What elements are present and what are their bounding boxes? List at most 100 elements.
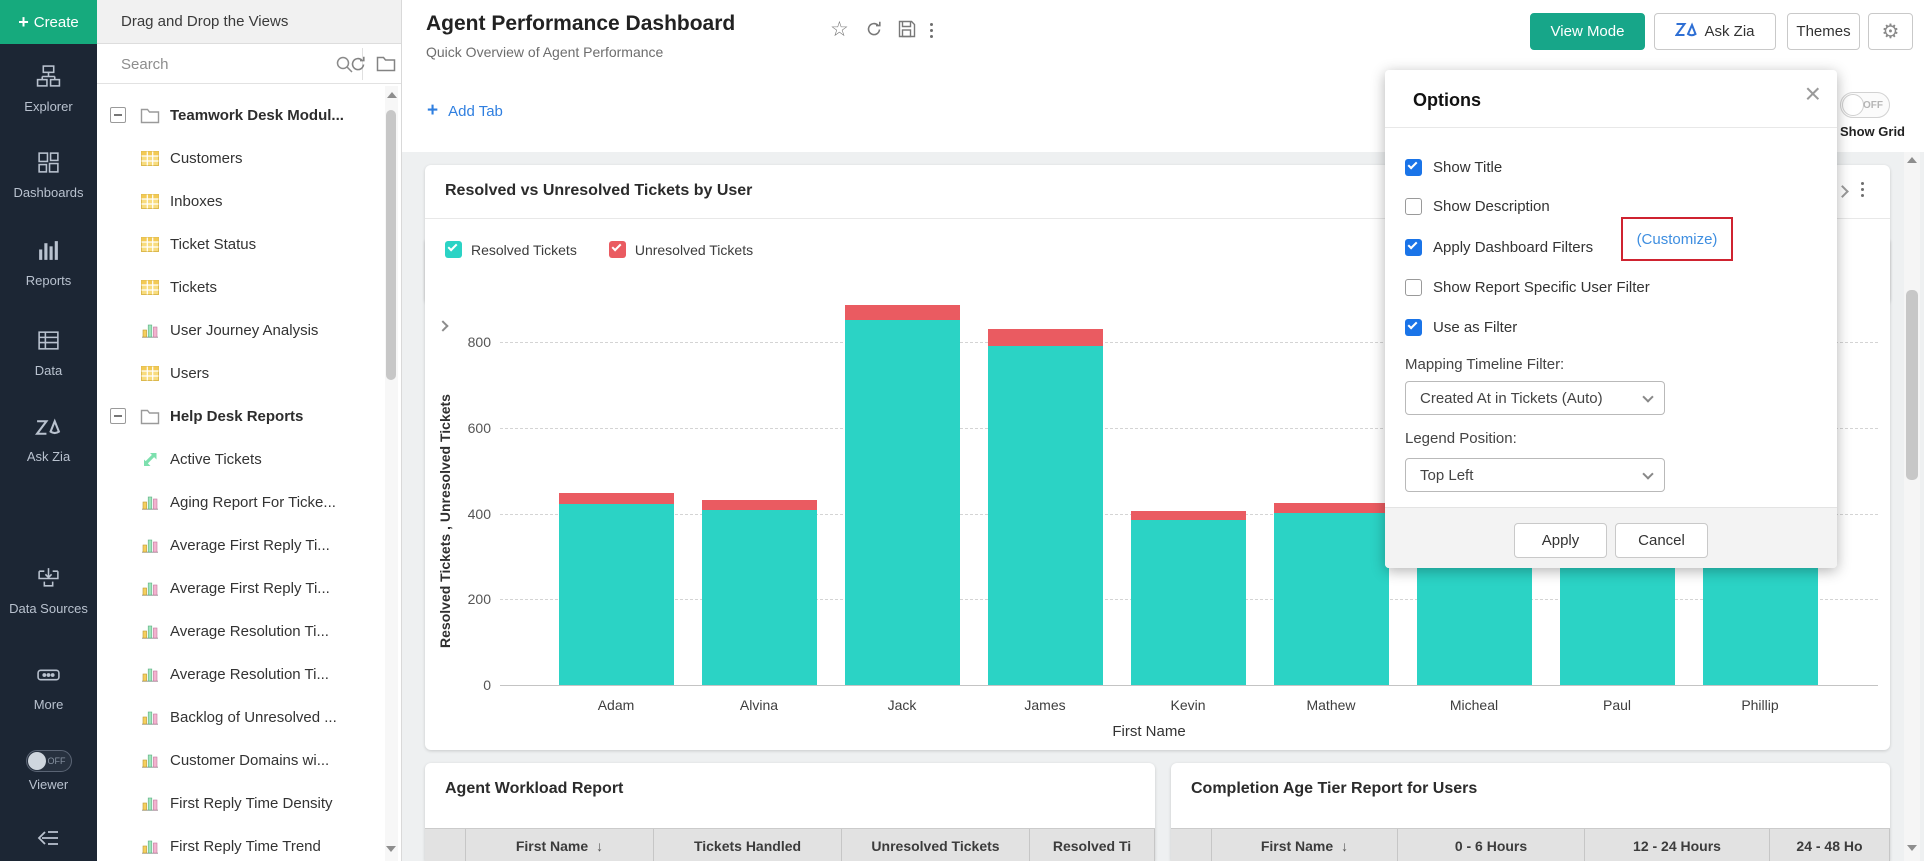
bar-james-resolved[interactable] xyxy=(987,346,1103,685)
themes-button[interactable]: Themes xyxy=(1787,13,1860,50)
bar-kevin-unresolved[interactable] xyxy=(1130,511,1246,520)
legend-item-resolved-tickets[interactable]: Resolved Tickets xyxy=(445,241,577,258)
viewer-toggle-state: OFF xyxy=(47,756,66,766)
column-header-12-24-hours[interactable]: 12 - 24 Hours xyxy=(1585,829,1770,861)
sidebar-item-dashboards[interactable]: Dashboards xyxy=(0,150,97,200)
tree-item-label: Average Resolution Ti... xyxy=(170,665,329,683)
legend-item-unresolved-tickets[interactable]: Unresolved Tickets xyxy=(608,241,753,258)
settings-button[interactable]: ⚙ xyxy=(1868,13,1913,50)
tree-item-ticket-status[interactable]: Ticket Status xyxy=(97,224,401,264)
card-menu-icon[interactable] xyxy=(1861,179,1864,200)
close-icon[interactable]: × xyxy=(1804,78,1821,109)
bar-adam-unresolved[interactable] xyxy=(558,493,674,504)
option-row-apply-dashboard-filters[interactable]: Apply Dashboard Filters xyxy=(1405,237,1593,257)
mapping-timeline-filter-select[interactable]: Created At in Tickets (Auto) xyxy=(1405,381,1665,415)
tree-item-customer-domains-wi[interactable]: Customer Domains wi... xyxy=(97,740,401,780)
option-row-show-description[interactable]: Show Description xyxy=(1405,196,1550,216)
option-row-use-as-filter[interactable]: Use as Filter xyxy=(1405,317,1517,337)
column-header-24-48-ho[interactable]: 24 - 48 Ho xyxy=(1770,829,1890,861)
sidebar-item-reports[interactable]: Reports xyxy=(0,238,97,288)
chart-legend: Resolved Tickets Unresolved Tickets xyxy=(445,241,753,258)
show-grid-toggle[interactable]: OFF xyxy=(1840,92,1890,118)
tree-item-teamwork-desk-modul[interactable]: Teamwork Desk Modul... xyxy=(97,95,401,135)
page-title: Agent Performance Dashboard xyxy=(426,12,736,35)
tree-item-aging-report-for-ticke[interactable]: Aging Report For Ticke... xyxy=(97,482,401,522)
checked-checkbox[interactable] xyxy=(1405,158,1422,176)
bar-jack-resolved[interactable] xyxy=(844,320,960,685)
save-icon[interactable] xyxy=(898,20,916,44)
favorite-star-icon[interactable]: ☆ xyxy=(830,18,849,41)
more-options-icon[interactable] xyxy=(930,20,933,41)
tree-item-average-resolution-ti[interactable]: Average Resolution Ti... xyxy=(97,611,401,651)
bar-adam-resolved[interactable] xyxy=(558,504,674,685)
column-header-0-6-hours[interactable]: 0 - 6 Hours xyxy=(1398,829,1585,861)
tree-item-average-first-reply-ti[interactable]: Average First Reply Ti... xyxy=(97,568,401,608)
sidebar-item-ask-zia[interactable]: Ask Zia xyxy=(0,416,97,464)
add-tab-button[interactable]: + Add Tab xyxy=(427,100,503,122)
tree-item-first-reply-time-trend[interactable]: First Reply Time Trend xyxy=(97,826,401,861)
bar-alvina-unresolved[interactable] xyxy=(701,500,817,510)
search-input[interactable] xyxy=(109,48,329,80)
app-sidebar: + Create Explorer Dashboards Reports Data As… xyxy=(0,0,97,861)
ask-zia-button[interactable]: Ask Zia xyxy=(1654,13,1776,50)
tree-item-user-journey-analysis[interactable]: User Journey Analysis xyxy=(97,310,401,350)
bar-kevin-resolved[interactable] xyxy=(1130,520,1246,685)
apply-button[interactable]: Apply xyxy=(1514,523,1607,558)
axis-expand-chevron-icon[interactable] xyxy=(437,317,449,335)
collapse-expander-icon[interactable] xyxy=(110,408,126,424)
tree-scrollbar[interactable] xyxy=(385,86,398,861)
tree-item-active-tickets[interactable]: Active Tickets xyxy=(97,439,401,479)
scroll-down-icon[interactable] xyxy=(1907,845,1917,851)
option-row-show-report-specific-user-filter[interactable]: Show Report Specific User Filter xyxy=(1405,277,1650,297)
canvas-scrollbar-thumb[interactable] xyxy=(1906,290,1918,480)
sidebar-item-data[interactable]: Data xyxy=(0,328,97,378)
tree-item-average-resolution-ti[interactable]: Average Resolution Ti... xyxy=(97,654,401,694)
refresh-dashboard-icon[interactable] xyxy=(865,20,883,44)
tree-item-backlog-of-unresolved[interactable]: Backlog of Unresolved ... xyxy=(97,697,401,737)
bar-jack-unresolved[interactable] xyxy=(844,305,960,320)
sidebar-item-explorer[interactable]: Explorer xyxy=(0,64,97,114)
option-row-show-title[interactable]: Show Title xyxy=(1405,157,1502,177)
bar-mathew-unresolved[interactable] xyxy=(1273,503,1389,513)
checked-checkbox[interactable] xyxy=(1405,318,1422,336)
unchecked-checkbox[interactable] xyxy=(1405,278,1422,296)
cancel-button[interactable]: Cancel xyxy=(1615,523,1708,558)
sidebar-item-data-sources[interactable]: Data Sources xyxy=(0,566,97,616)
tree-item-help-desk-reports[interactable]: Help Desk Reports xyxy=(97,396,401,436)
column-header-first-name[interactable]: First Name ↓ xyxy=(466,829,654,861)
tree-item-customers[interactable]: Customers xyxy=(97,138,401,178)
tree-item-first-reply-time-density[interactable]: First Reply Time Density xyxy=(97,783,401,823)
viewer-toggle-pill[interactable]: OFF xyxy=(25,750,72,772)
bar-mathew-resolved[interactable] xyxy=(1273,513,1389,685)
tree-item-average-first-reply-ti[interactable]: Average First Reply Ti... xyxy=(97,525,401,565)
x-axis-line xyxy=(500,685,1878,686)
tree-item-tickets[interactable]: Tickets xyxy=(97,267,401,307)
tree-item-users[interactable]: Users xyxy=(97,353,401,393)
column-header-unresolved-tickets[interactable]: Unresolved Tickets xyxy=(842,829,1030,861)
collapse-sidebar-button[interactable] xyxy=(0,828,97,853)
column-header-first-name[interactable]: First Name ↓ xyxy=(1212,829,1398,861)
collapse-expander-icon[interactable] xyxy=(110,107,126,123)
row-index-column-header[interactable] xyxy=(425,829,466,861)
column-header-tickets-handled[interactable]: Tickets Handled xyxy=(654,829,842,861)
view-mode-button[interactable]: View Mode xyxy=(1530,13,1645,50)
refresh-views-button[interactable] xyxy=(349,55,367,78)
scroll-up-icon[interactable] xyxy=(386,92,397,98)
customize-link[interactable]: (Customize) xyxy=(1636,230,1718,248)
canvas-scrollbar[interactable] xyxy=(1904,152,1920,861)
create-button[interactable]: + Create xyxy=(0,0,97,44)
bar-alvina-resolved[interactable] xyxy=(701,510,817,685)
bar-james-unresolved[interactable] xyxy=(987,329,1103,346)
legend-position-select[interactable]: Top Left xyxy=(1405,458,1665,492)
tree-item-inboxes[interactable]: Inboxes xyxy=(97,181,401,221)
viewer-toggle[interactable]: OFF Viewer xyxy=(0,750,97,792)
scroll-down-icon[interactable] xyxy=(386,846,396,852)
checked-checkbox[interactable] xyxy=(1405,238,1422,256)
column-header-resolved-ti[interactable]: Resolved Ti xyxy=(1030,829,1155,861)
tree-scrollbar-thumb[interactable] xyxy=(386,110,396,380)
scroll-up-icon[interactable] xyxy=(1907,157,1917,163)
row-index-column-header[interactable] xyxy=(1171,829,1212,861)
sidebar-item-more[interactable]: More xyxy=(0,662,97,712)
folder-view-button[interactable] xyxy=(376,55,396,77)
unchecked-checkbox[interactable] xyxy=(1405,197,1422,215)
